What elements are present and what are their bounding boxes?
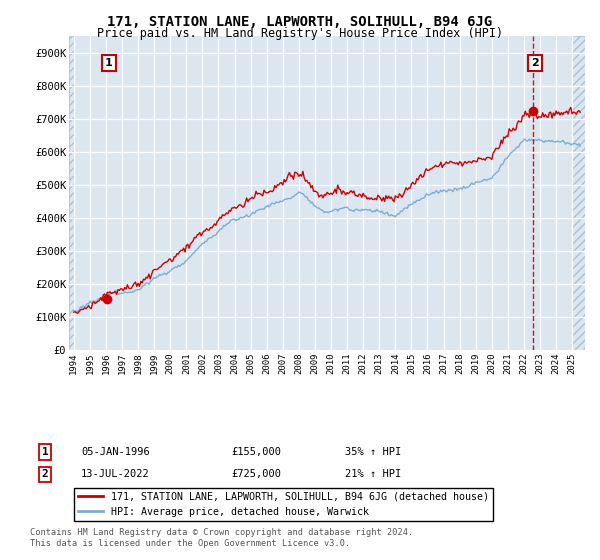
Text: 2: 2 <box>41 469 49 479</box>
Text: 13-JUL-2022: 13-JUL-2022 <box>81 469 150 479</box>
Text: 171, STATION LANE, LAPWORTH, SOLIHULL, B94 6JG: 171, STATION LANE, LAPWORTH, SOLIHULL, B… <box>107 15 493 29</box>
Text: 21% ↑ HPI: 21% ↑ HPI <box>345 469 401 479</box>
Bar <box>69 36 74 350</box>
Legend: 171, STATION LANE, LAPWORTH, SOLIHULL, B94 6JG (detached house), HPI: Average pr: 171, STATION LANE, LAPWORTH, SOLIHULL, B… <box>74 488 493 521</box>
Text: Price paid vs. HM Land Registry's House Price Index (HPI): Price paid vs. HM Land Registry's House … <box>97 27 503 40</box>
Text: £155,000: £155,000 <box>231 447 281 457</box>
Text: 1: 1 <box>41 447 49 457</box>
Text: 1: 1 <box>105 58 113 68</box>
Bar <box>572 36 585 350</box>
Text: Contains HM Land Registry data © Crown copyright and database right 2024.
This d: Contains HM Land Registry data © Crown c… <box>30 528 413 548</box>
Text: 2: 2 <box>531 58 539 68</box>
Text: £725,000: £725,000 <box>231 469 281 479</box>
Text: 05-JAN-1996: 05-JAN-1996 <box>81 447 150 457</box>
Text: 35% ↑ HPI: 35% ↑ HPI <box>345 447 401 457</box>
